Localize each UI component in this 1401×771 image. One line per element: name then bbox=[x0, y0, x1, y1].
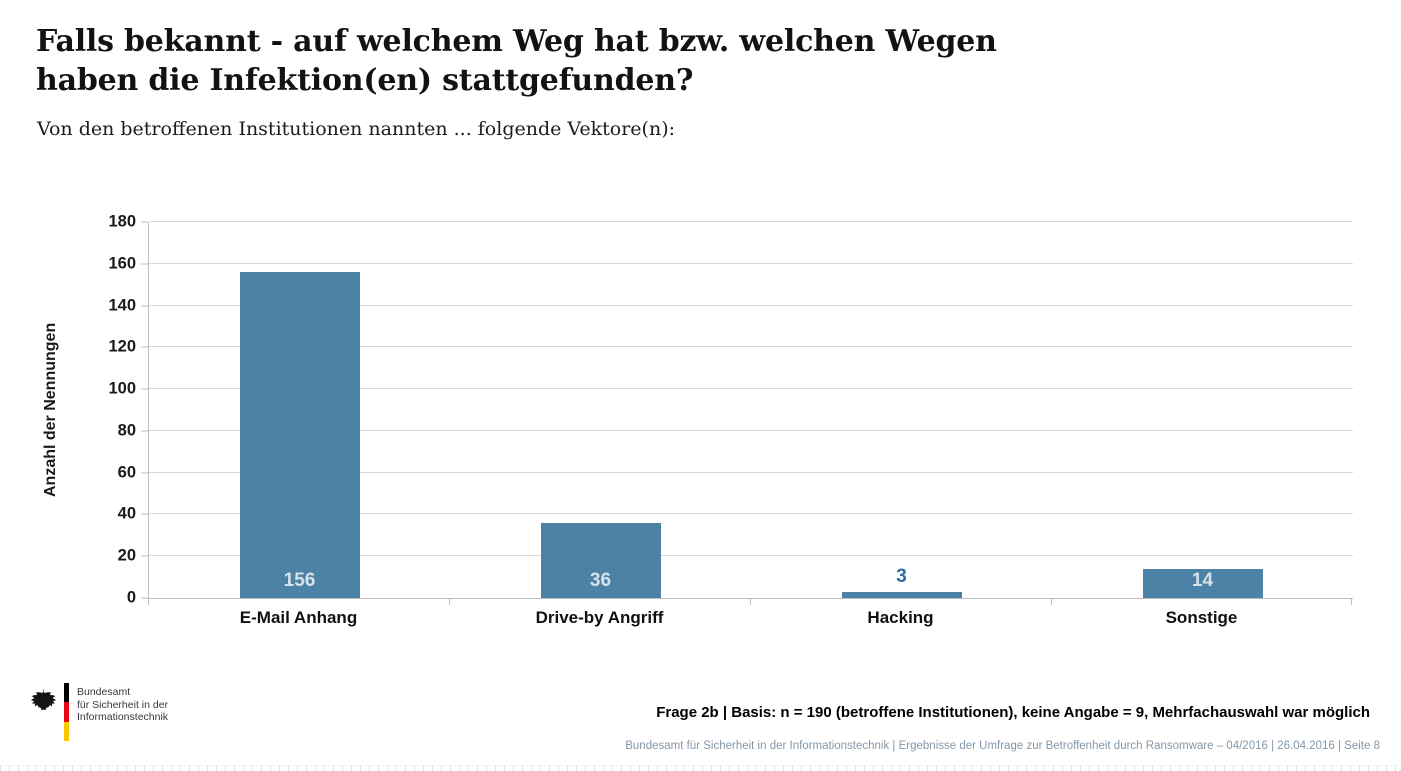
federal-eagle-icon bbox=[31, 689, 56, 710]
data-label: 3 bbox=[896, 565, 907, 587]
plot-area: 156 36 3 14 bbox=[148, 221, 1353, 599]
y-tick-mark bbox=[141, 555, 148, 557]
logo-stripe-segment bbox=[64, 702, 69, 722]
category-slot: 36 bbox=[450, 222, 751, 598]
category-slot: 156 bbox=[149, 222, 450, 598]
y-tick-label: 40 bbox=[117, 504, 136, 523]
category-label: E-Mail Anhang bbox=[239, 608, 358, 627]
y-axis-title: Anzahl der Nennungen bbox=[42, 322, 59, 498]
x-axis-labels: E-Mail Anhang Drive-by Angriff Hacking Sons… bbox=[148, 608, 1352, 628]
logo-stripe-segment bbox=[64, 721, 69, 741]
gridline bbox=[149, 555, 1353, 557]
y-tick-label: 20 bbox=[117, 546, 136, 565]
category-label: Drive-by Angriff bbox=[535, 608, 664, 627]
logo-flag-stripe bbox=[64, 683, 69, 741]
category-slot: 14 bbox=[1052, 222, 1353, 598]
data-label: 156 bbox=[283, 570, 316, 591]
y-tick-label: 100 bbox=[108, 379, 136, 398]
x-boundary-tick bbox=[148, 599, 149, 605]
y-tick-label: 80 bbox=[117, 421, 136, 440]
gridline bbox=[149, 221, 1353, 222]
gridline bbox=[149, 429, 1353, 431]
y-tick-mark bbox=[141, 346, 148, 348]
x-axis-tick-marks bbox=[148, 599, 1352, 605]
gridline bbox=[149, 513, 1353, 515]
logo-org-line-3: Informationstechnik bbox=[77, 711, 169, 723]
y-tick-label: 180 bbox=[108, 212, 136, 231]
page-subtitle: Von den betroffenen Institutionen nannte… bbox=[37, 118, 676, 140]
page-title-line-1: Falls bekannt - auf welchem Weg hat bzw.… bbox=[36, 24, 997, 59]
data-label: 14 bbox=[1191, 570, 1214, 591]
page-title: Falls bekannt - auf welchem Weg hat bzw.… bbox=[36, 22, 997, 100]
footer-question-basis-note: Frage 2b | Basis: n = 190 (betroffene In… bbox=[656, 704, 1370, 721]
gridline bbox=[149, 471, 1353, 473]
page-title-line-2: haben die Infektion(en) stattgefunden? bbox=[36, 63, 694, 98]
y-tick-mark bbox=[141, 221, 148, 223]
y-tick-mark bbox=[141, 513, 148, 515]
data-label: 36 bbox=[589, 570, 612, 591]
y-tick-mark bbox=[141, 388, 148, 390]
right-ruler-artifact bbox=[1399, 0, 1401, 771]
y-tick-label: 160 bbox=[108, 254, 136, 273]
y-tick-mark bbox=[141, 430, 148, 432]
gridline bbox=[149, 304, 1353, 306]
logo-stripe-segment bbox=[64, 683, 69, 703]
category-label: Sonstige bbox=[1165, 608, 1238, 627]
x-boundary-tick bbox=[1051, 599, 1052, 605]
bottom-ruler-artifact bbox=[0, 765, 1401, 771]
logo-org-line-2: für Sicherheit in der bbox=[77, 698, 169, 711]
y-tick-label: 60 bbox=[117, 463, 136, 482]
gridline bbox=[149, 388, 1353, 390]
x-boundary-tick bbox=[1351, 599, 1352, 605]
logo-org-line-1: Bundesamt bbox=[77, 686, 131, 698]
gridline bbox=[149, 346, 1353, 348]
category-label: Hacking bbox=[867, 608, 934, 627]
y-tick-label: 0 bbox=[126, 588, 136, 607]
x-boundary-tick bbox=[750, 599, 751, 605]
y-axis: 0 20 40 60 80 100 120 140 160 180 bbox=[84, 213, 148, 607]
gridline bbox=[149, 262, 1353, 264]
y-tick-mark bbox=[141, 472, 148, 474]
bar bbox=[540, 522, 661, 598]
bar bbox=[1142, 568, 1263, 598]
footer-source-line: Bundesamt für Sicherheit in der Informat… bbox=[625, 740, 1380, 752]
y-tick-label: 120 bbox=[108, 337, 136, 356]
y-tick-label: 140 bbox=[108, 296, 136, 315]
x-boundary-tick bbox=[449, 599, 450, 605]
bsi-logo: Bundesamt für Sicherheit in der Informat… bbox=[30, 683, 168, 741]
bar bbox=[239, 272, 360, 598]
y-tick-mark bbox=[141, 263, 148, 265]
logo-org-name: Bundesamt für Sicherheit in der Informat… bbox=[77, 683, 168, 724]
y-tick-mark bbox=[141, 305, 148, 307]
y-tick-mark bbox=[141, 597, 148, 599]
bar bbox=[841, 591, 962, 598]
category-slot: 3 bbox=[751, 222, 1052, 598]
